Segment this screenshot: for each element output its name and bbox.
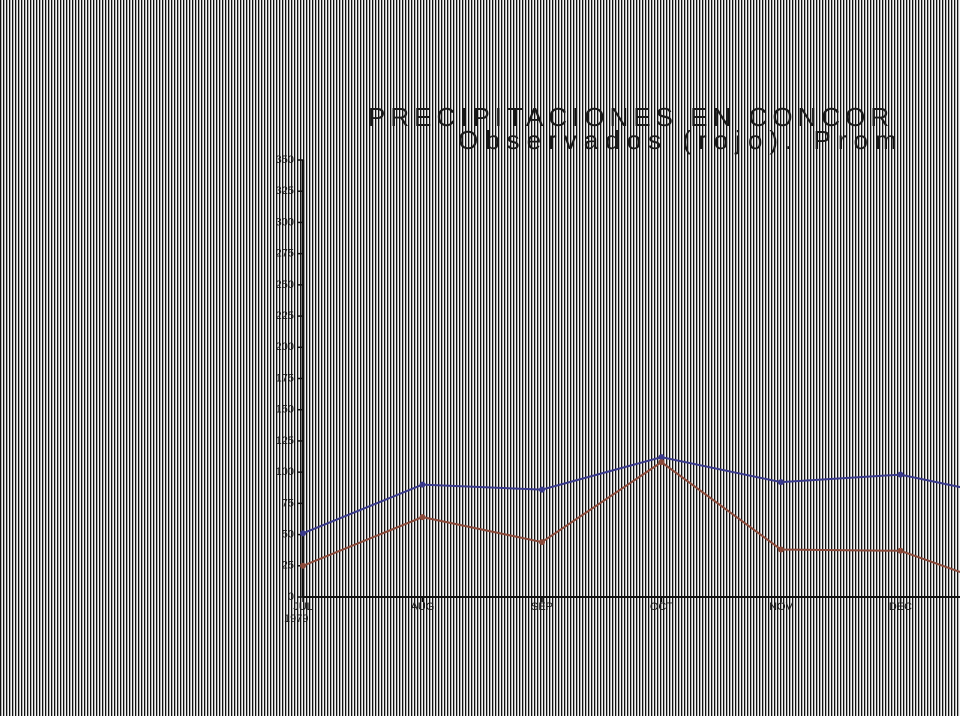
data-point xyxy=(897,547,904,554)
data-point xyxy=(419,514,426,521)
data-point xyxy=(658,454,665,461)
data-point xyxy=(539,539,545,546)
data-point xyxy=(539,486,545,493)
y-tick-label: 175 xyxy=(276,372,294,384)
x-tick-label: NOV xyxy=(769,601,794,613)
y-tick-label: 150 xyxy=(276,404,294,416)
data-point xyxy=(300,562,306,569)
data-point xyxy=(897,471,904,478)
data-point xyxy=(778,546,784,553)
y-tick-label: 325 xyxy=(276,185,294,197)
chart-title: PRECIPITACIONES EN CONCOR xyxy=(368,102,894,132)
y-tick-label: 100 xyxy=(276,466,294,478)
y-tick-label: 50 xyxy=(282,528,294,540)
data-point xyxy=(658,459,665,466)
y-tick-label: 225 xyxy=(276,310,294,322)
y-tick-label: 350 xyxy=(276,154,294,166)
data-point xyxy=(300,530,306,537)
y-tick-label: 75 xyxy=(282,497,294,509)
x-tick-label: SEP xyxy=(531,601,553,613)
y-tick-label: 25 xyxy=(282,560,294,572)
y-tick-label: 300 xyxy=(276,216,294,228)
y-tick-label: 250 xyxy=(276,279,294,291)
x-tick-label: AUG xyxy=(411,601,435,613)
data-point xyxy=(419,481,426,488)
chart-subtitle: Observados (rojo). Prom xyxy=(458,125,904,155)
y-tick-label: 0 xyxy=(288,591,294,603)
data-point xyxy=(778,479,784,486)
x-tick-label: DEC xyxy=(889,601,912,613)
year-label: 1979 xyxy=(284,613,308,625)
y-tick-label: 125 xyxy=(276,435,294,447)
y-tick-label: 200 xyxy=(276,341,294,353)
y-tick-label: 275 xyxy=(276,248,294,260)
x-tick-label: JUL xyxy=(293,601,313,613)
x-tick-label: OCT xyxy=(650,601,674,613)
